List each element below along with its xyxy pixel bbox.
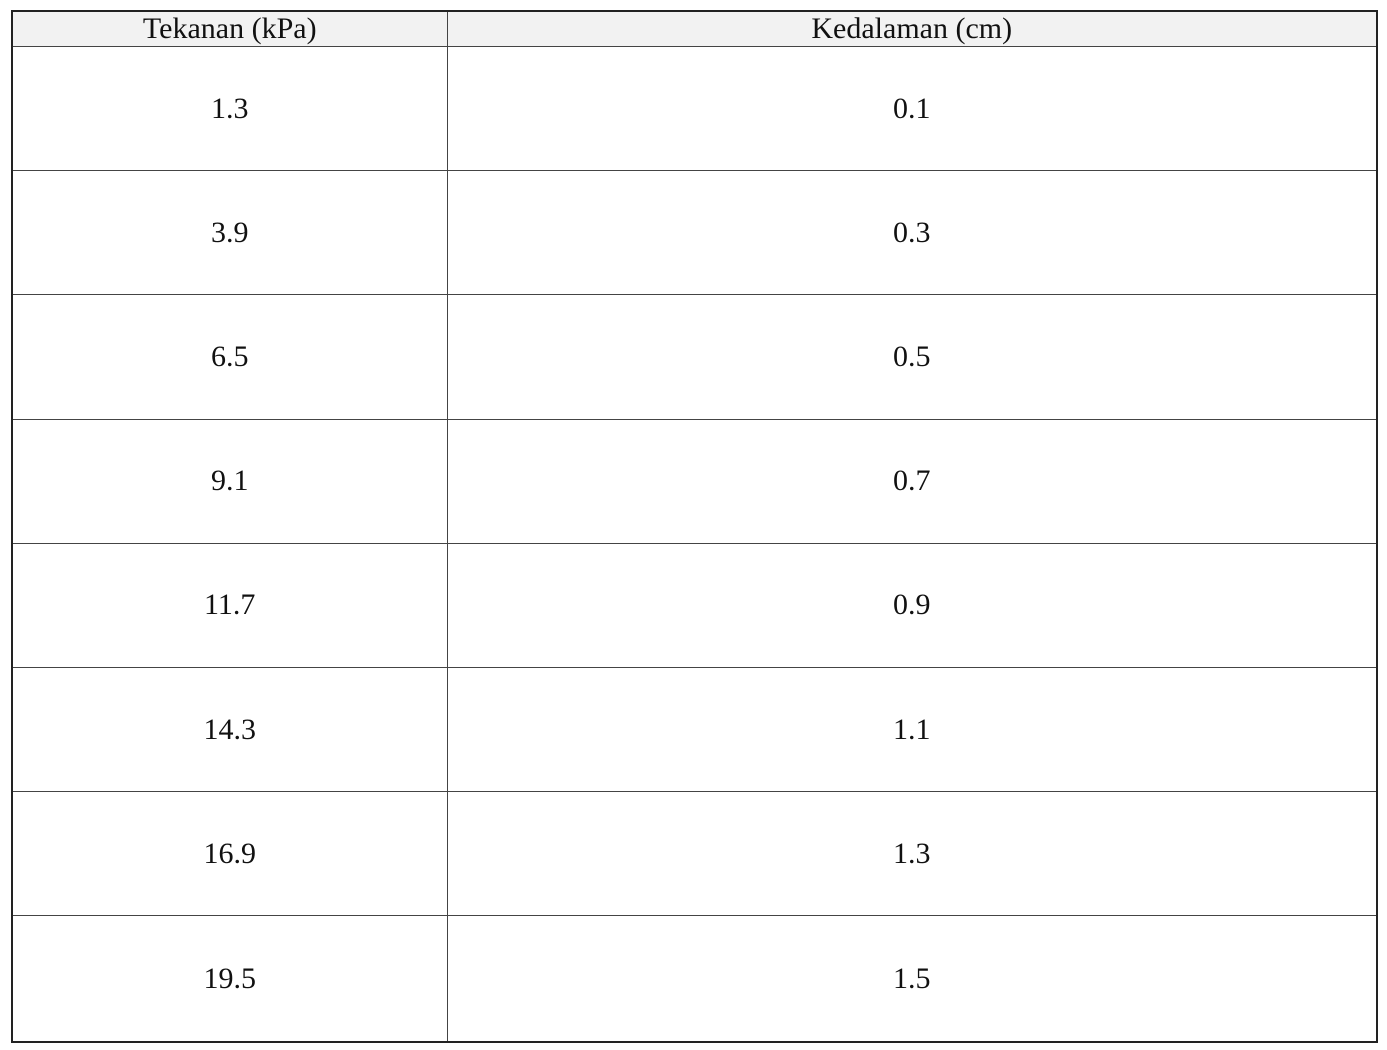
table-cell: 3.9 (11, 170, 448, 296)
table-cell: 19.5 (11, 915, 448, 1043)
header-row: Tekanan (kPa) Kedalaman (cm) (11, 10, 1378, 47)
table-cell: 1.5 (446, 915, 1378, 1043)
table-cell: 1.1 (446, 667, 1378, 793)
table-cell: 11.7 (11, 542, 448, 669)
table-row: 14.3 1.1 (11, 667, 1378, 793)
table-row: 16.9 1.3 (11, 791, 1378, 917)
table-cell: 1.3 (446, 791, 1378, 917)
table-cell: 0.5 (446, 294, 1378, 420)
table-row: 19.5 1.5 (11, 915, 1378, 1043)
table-cell: 0.9 (446, 542, 1378, 669)
header-cell: Tekanan (kPa) (11, 10, 448, 47)
table-cell: 0.3 (446, 170, 1378, 296)
table-row: 9.1 0.7 (11, 418, 1378, 544)
table-cell: 1.3 (11, 45, 448, 172)
table-cell: 16.9 (11, 791, 448, 917)
table-cell: 9.1 (11, 418, 448, 544)
table-row: 11.7 0.9 (11, 542, 1378, 669)
table-body: 1.3 0.1 3.9 0.3 6.5 0.5 9.1 0.7 11.7 0.9 14.3 1.1 16… (11, 45, 1378, 1043)
table-cell: 0.1 (446, 45, 1378, 172)
table-row: 6.5 0.5 (11, 294, 1378, 420)
table-row: 1.3 0.1 (11, 45, 1378, 172)
table-cell: 14.3 (11, 667, 448, 793)
data-table: Tekanan (kPa) Kedalaman (cm) 1.3 0.1 3.9 0.3… (11, 10, 1378, 1043)
table-cell: 6.5 (11, 294, 448, 420)
table-row: 3.9 0.3 (11, 170, 1378, 296)
table-cell: 0.7 (446, 418, 1378, 544)
header-cell: Kedalaman (cm) (446, 10, 1378, 47)
